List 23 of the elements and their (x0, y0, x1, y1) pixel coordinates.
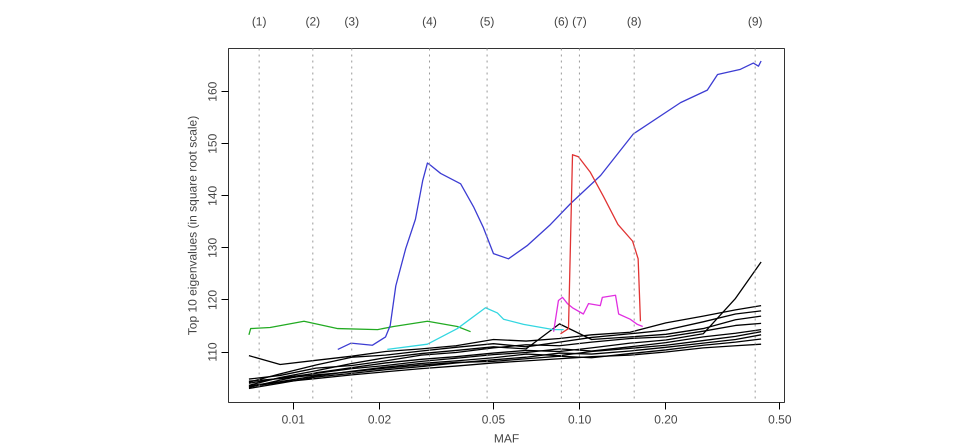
y-tick-label: 140 (206, 185, 220, 206)
text: (5) (480, 14, 494, 28)
x-tick-label: 0.01 (282, 412, 306, 426)
y-tick-label: 160 (206, 81, 220, 102)
y-tick-label: 150 (206, 133, 220, 154)
text: (1) (252, 14, 266, 28)
y-axis-title: Top 10 eigenvalues (in square root scale) (186, 116, 200, 336)
x-tick-label: 0.50 (768, 412, 792, 426)
x-axis-title: MAF (494, 432, 520, 446)
y-tick-label: 110 (206, 342, 220, 362)
x-tick-label: 0.10 (568, 412, 592, 426)
y-tick-label: 120 (206, 290, 220, 310)
x-tick-label: 0.05 (482, 412, 506, 426)
x-tick-label: 0.20 (654, 412, 678, 426)
text: (7) (572, 14, 587, 28)
text: (4) (422, 14, 437, 28)
text: (8) (626, 14, 642, 28)
y-tick-label: 130 (206, 238, 220, 258)
text: (9) (748, 14, 763, 28)
text: (2) (305, 14, 320, 28)
text: (6) (554, 14, 569, 28)
x-tick-label: 0.02 (368, 412, 392, 426)
text: (3) (344, 14, 360, 28)
